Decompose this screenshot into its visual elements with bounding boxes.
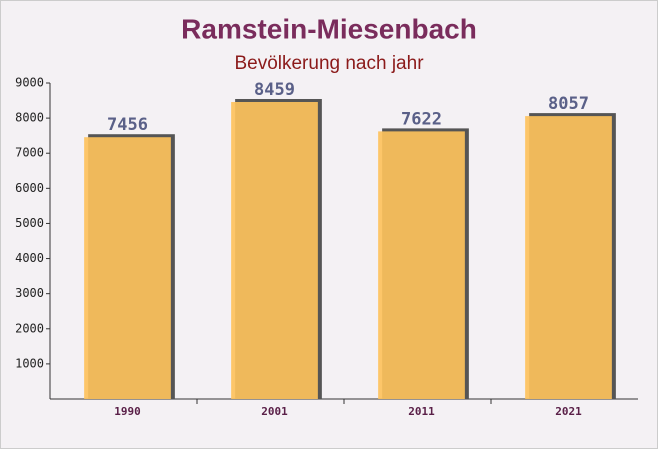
x-tick-label: 2011 xyxy=(408,405,435,418)
y-tick-label: 8000 xyxy=(15,111,44,125)
chart-subtitle: Bevölkerung nach jahr xyxy=(234,53,424,74)
value-label: 7456 xyxy=(107,115,148,135)
chart-title: Ramstein-Miesenbach xyxy=(181,13,477,44)
bar xyxy=(525,116,612,400)
y-tick-label: 1000 xyxy=(15,356,44,370)
y-tick-label: 6000 xyxy=(15,181,44,195)
y-tick-label: 3000 xyxy=(15,286,44,300)
y-tick-label: 4000 xyxy=(15,251,44,265)
x-tick-label: 2001 xyxy=(261,405,288,418)
value-label: 7622 xyxy=(401,109,442,129)
value-label: 8459 xyxy=(254,80,295,100)
x-tick-label: 2021 xyxy=(555,405,582,418)
y-tick-label: 9000 xyxy=(15,76,44,90)
bar xyxy=(378,131,465,399)
bar xyxy=(84,137,171,400)
y-tick-label: 2000 xyxy=(15,321,44,335)
y-tick-label: 5000 xyxy=(15,216,44,230)
x-tick-label: 1990 xyxy=(114,405,141,418)
value-label: 8057 xyxy=(548,94,589,114)
bar xyxy=(231,101,318,399)
y-tick-label: 7000 xyxy=(15,146,44,160)
